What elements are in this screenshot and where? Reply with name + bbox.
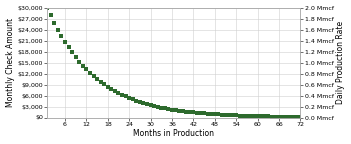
Y-axis label: Monthly Check Amount: Monthly Check Amount bbox=[6, 18, 14, 107]
X-axis label: Months in Production: Months in Production bbox=[133, 129, 214, 138]
Y-axis label: Daily Production Rate: Daily Production Rate bbox=[337, 21, 345, 104]
